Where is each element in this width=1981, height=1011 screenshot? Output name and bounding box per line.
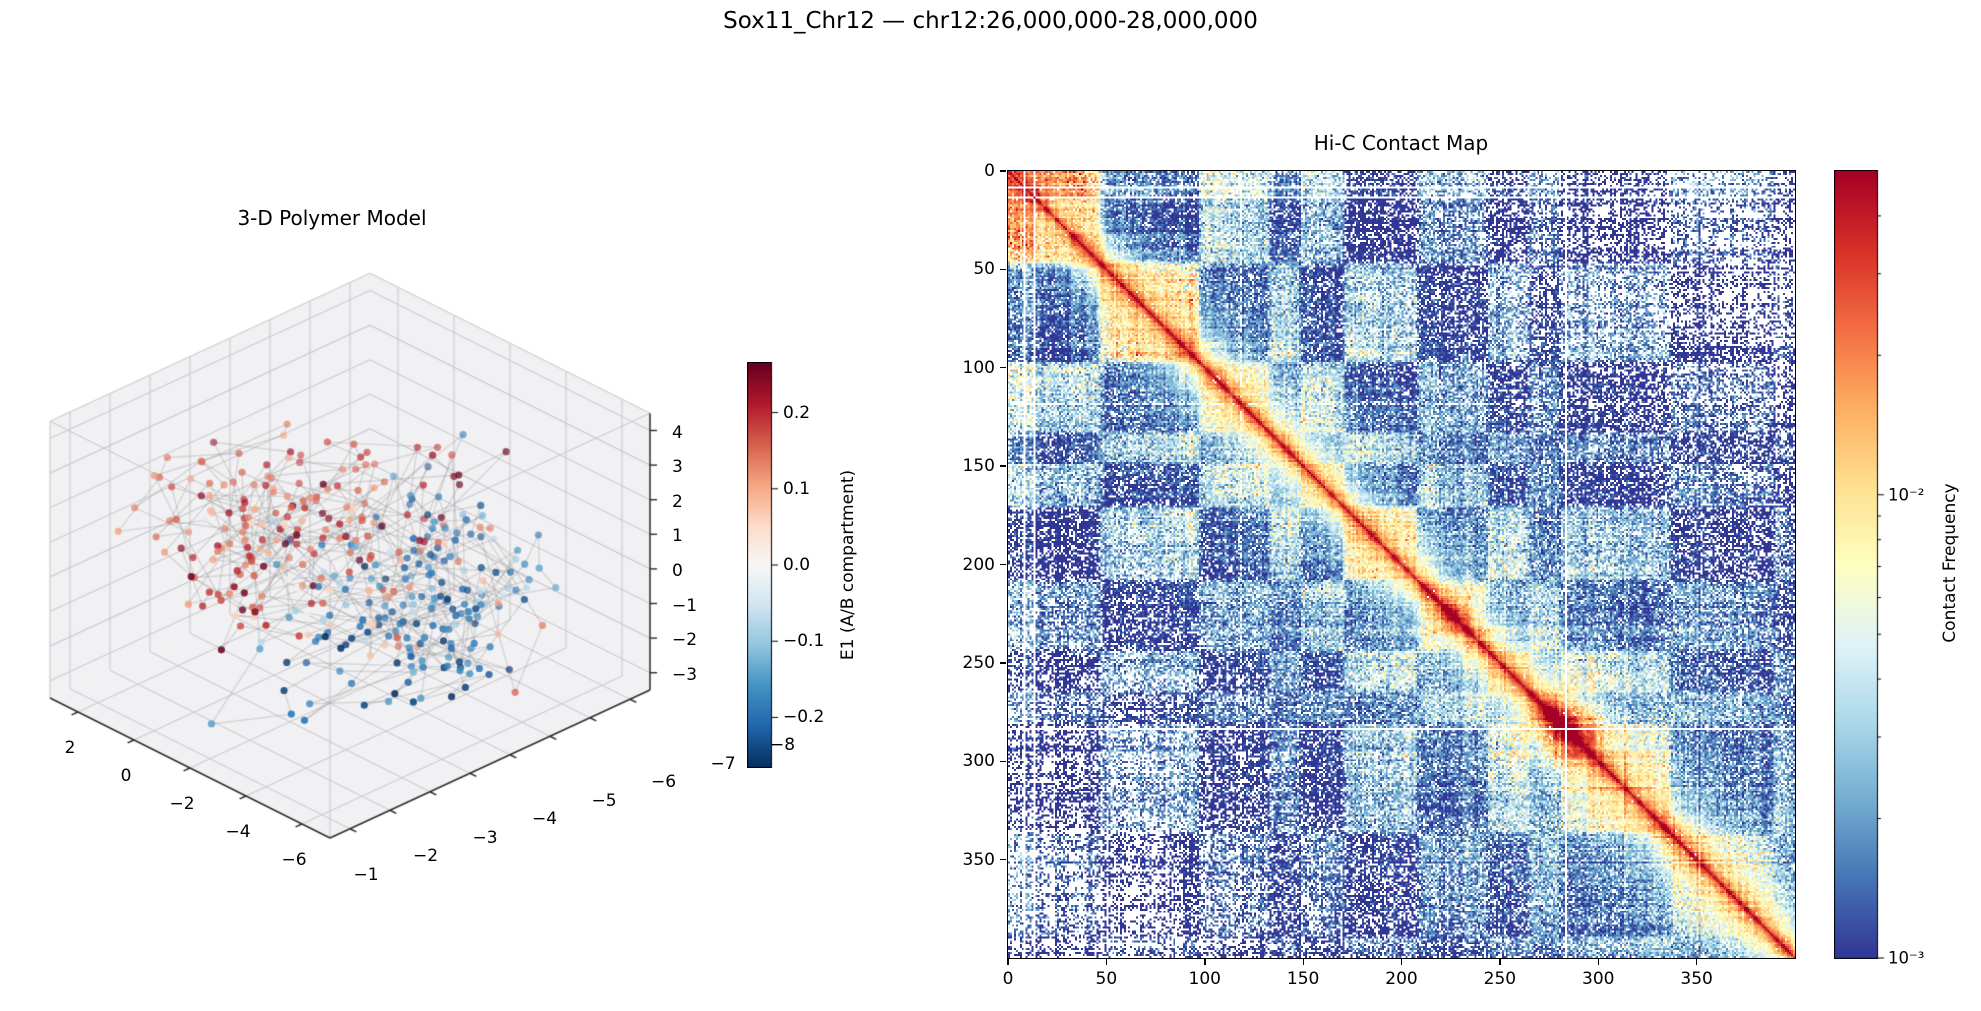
- polymer-y-tick-label: −2: [412, 846, 439, 867]
- polymer-y-tick-label: −7: [710, 753, 736, 774]
- hic-heatmap: [1008, 171, 1795, 958]
- hic-y-tick-label: 300: [962, 751, 995, 772]
- polymer-z-tick-label: 1: [672, 526, 683, 547]
- e1-colorbar-tick-label: 0.1: [783, 478, 811, 499]
- contact-frequency-tick-label: 10⁻²: [1888, 485, 1925, 505]
- e1-colorbar-tick-label: 0.0: [783, 555, 811, 575]
- e1-colorbar-tick-label: −0.2: [783, 707, 825, 728]
- hic-x-tick-label: 100: [1188, 969, 1221, 989]
- hic-y-tick-label: 150: [962, 456, 995, 477]
- hic-y-tick-label: 0: [984, 161, 995, 181]
- figure-title: Sox11_Chr12 — chr12:26,000,000-28,000,00…: [723, 8, 1258, 34]
- e1-colorbar-label: E1 (A/B compartment): [838, 469, 858, 661]
- e1-colorbar-tick-label: −0.1: [783, 631, 825, 652]
- polymer-x-tick-label: −4: [225, 822, 251, 842]
- hic-x-tick: [1400, 959, 1403, 965]
- polymer-z-tick-label: 2: [672, 491, 683, 512]
- hic-y-tick: [1000, 367, 1006, 369]
- hic-x-tick-label: 0: [1002, 969, 1014, 989]
- hic-x-tick: [1696, 959, 1698, 965]
- hic-title: Hi-C Contact Map: [1313, 131, 1489, 155]
- polymer-y-tick-label: −1: [353, 864, 379, 885]
- contact-frequency-colorbar: [1834, 170, 1888, 959]
- polymer-z-tick-label: −1: [672, 595, 698, 616]
- hic-x-tick: [1302, 959, 1304, 965]
- hic-y-tick-label: 350: [962, 849, 995, 870]
- polymer-z-tick-label: −3: [672, 664, 698, 685]
- hic-x-tick-label: 250: [1483, 969, 1517, 989]
- hic-y-tick: [1000, 563, 1006, 566]
- polymer-y-tick-label: −3: [472, 827, 498, 848]
- hic-y-tick: [1000, 662, 1006, 664]
- hic-x-tick-label: 50: [1095, 969, 1118, 989]
- e1-colorbar-tick-label: 0.2: [783, 402, 811, 423]
- polymer-x-tick-label: −2: [169, 794, 195, 814]
- hic-y-tick-label: 250: [962, 652, 995, 673]
- hic-x-tick-label: 300: [1582, 969, 1615, 989]
- hic-y-tick: [1000, 858, 1006, 861]
- hic-y-tick-label: 50: [973, 259, 995, 280]
- polymer-x-tick-label: 2: [64, 738, 76, 758]
- polymer-z-tick-label: 3: [672, 457, 683, 478]
- hic-x-tick: [1499, 959, 1501, 965]
- e1-colorbar: [747, 362, 781, 768]
- contact-frequency-label: Contact Frequency: [1940, 483, 1960, 643]
- hic-y-tick: [1000, 760, 1006, 762]
- hic-x-tick: [1105, 959, 1108, 965]
- hic-y-tick: [1000, 465, 1006, 467]
- contact-frequency-tick-label: 10⁻³: [1888, 948, 1925, 968]
- polymer-y-tick-label: −5: [591, 790, 617, 811]
- hic-x-tick: [1007, 959, 1009, 965]
- hic-x-tick-label: 150: [1286, 969, 1320, 989]
- polymer-z-tick-label: 4: [672, 422, 683, 443]
- polymer-x-tick-label: 0: [120, 766, 132, 786]
- polymer-z-tick-label: 0: [672, 560, 683, 581]
- polymer-y-tick-label: −6: [650, 772, 677, 793]
- polymer-x-tick-label: −6: [281, 850, 307, 870]
- polymer-z-tick-label: −2: [672, 630, 698, 651]
- polymer-3d-plot: [0, 190, 760, 930]
- hic-y-tick-label: 200: [962, 554, 995, 575]
- hic-heatmap-frame: [1007, 170, 1796, 959]
- hic-x-tick-label: 200: [1385, 969, 1418, 989]
- hic-x-tick: [1597, 959, 1600, 965]
- hic-y-tick-label: 100: [962, 357, 995, 378]
- hic-x-tick-label: 350: [1680, 969, 1713, 989]
- polymer-y-tick-label: −4: [531, 809, 558, 830]
- hic-x-tick: [1204, 959, 1206, 965]
- hic-y-tick: [1000, 268, 1006, 271]
- hic-y-tick: [1000, 170, 1006, 172]
